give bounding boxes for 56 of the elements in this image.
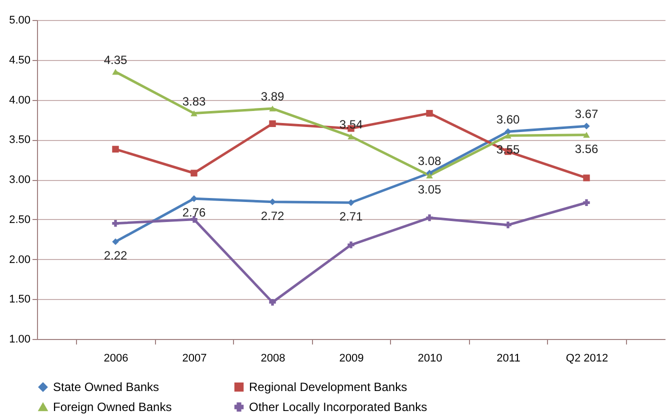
point [348, 134, 354, 140]
point [269, 120, 276, 128]
legend-label: Other Locally Incorporated Banks [249, 400, 428, 414]
x-tick-label: 2007 [182, 352, 207, 364]
y-tick-label: 1.00 [9, 334, 30, 346]
y-tick-label: 1.50 [9, 294, 30, 306]
point [583, 174, 590, 182]
data-label: 3.89 [260, 90, 284, 104]
x-tick-label: 2010 [418, 352, 442, 364]
point [190, 110, 198, 116]
data-label: 2.76 [182, 206, 206, 220]
data-label: 3.60 [496, 112, 520, 127]
point [269, 106, 276, 112]
x-tick-label: 2006 [104, 352, 128, 364]
point [112, 68, 119, 75]
point [112, 220, 119, 227]
legend-label: State Owned Banks [53, 380, 160, 394]
point [504, 222, 512, 228]
x-tick-label: 2008 [260, 352, 286, 364]
x-tick-label: 2011 [496, 352, 520, 364]
data-label: 3.56 [574, 142, 598, 156]
point [269, 198, 276, 206]
data-label: 3.67 [574, 107, 598, 122]
x-tick-label: Q2 2012 [566, 352, 608, 364]
y-tick-label: 3.50 [9, 134, 30, 146]
point [583, 122, 590, 130]
data-label: 3.05 [418, 182, 442, 197]
data-label: 4.35 [104, 52, 128, 67]
x-tick-label: 2009 [339, 352, 364, 364]
point [426, 214, 433, 222]
y-tick-label: 2.00 [9, 254, 30, 266]
legend-label: Foreign Owned Banks [53, 400, 172, 414]
data-label: 3.83 [182, 94, 206, 108]
legend-label: Regional Development Banks [249, 380, 408, 394]
point [190, 195, 198, 202]
point [269, 298, 276, 306]
y-tick-label: 2.50 [9, 214, 30, 226]
data-label: 2.22 [104, 248, 128, 263]
point [348, 242, 354, 248]
point [426, 172, 433, 178]
data-label: 3.08 [418, 154, 442, 168]
point [583, 199, 590, 206]
point [504, 132, 512, 139]
data-label: 2.72 [260, 208, 284, 223]
point [190, 170, 198, 176]
y-tick-label: 5.00 [9, 14, 30, 26]
y-tick-label: 3.00 [9, 174, 30, 186]
point [348, 199, 354, 206]
point [504, 128, 512, 136]
data-label: 2.71 [339, 210, 363, 224]
y-tick-label: 4.00 [9, 94, 30, 106]
y-tick-label: 4.50 [9, 54, 30, 66]
point [112, 146, 119, 153]
point [583, 132, 590, 138]
point [112, 238, 119, 246]
point [426, 110, 433, 117]
